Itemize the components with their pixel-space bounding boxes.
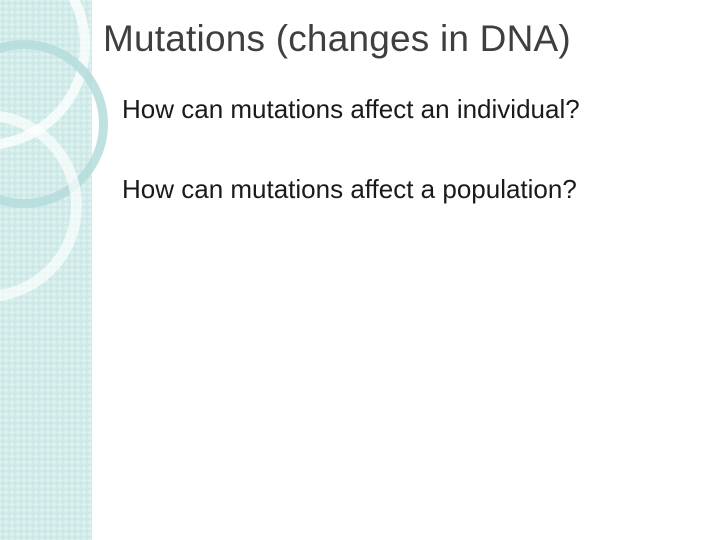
question-1: How can mutations affect an individual? bbox=[122, 95, 580, 125]
slide-title: Mutations (changes in DNA) bbox=[103, 18, 571, 60]
question-2: How can mutations affect a population? bbox=[122, 175, 577, 205]
slide-canvas: Mutations (changes in DNA) How can mutat… bbox=[0, 0, 720, 540]
